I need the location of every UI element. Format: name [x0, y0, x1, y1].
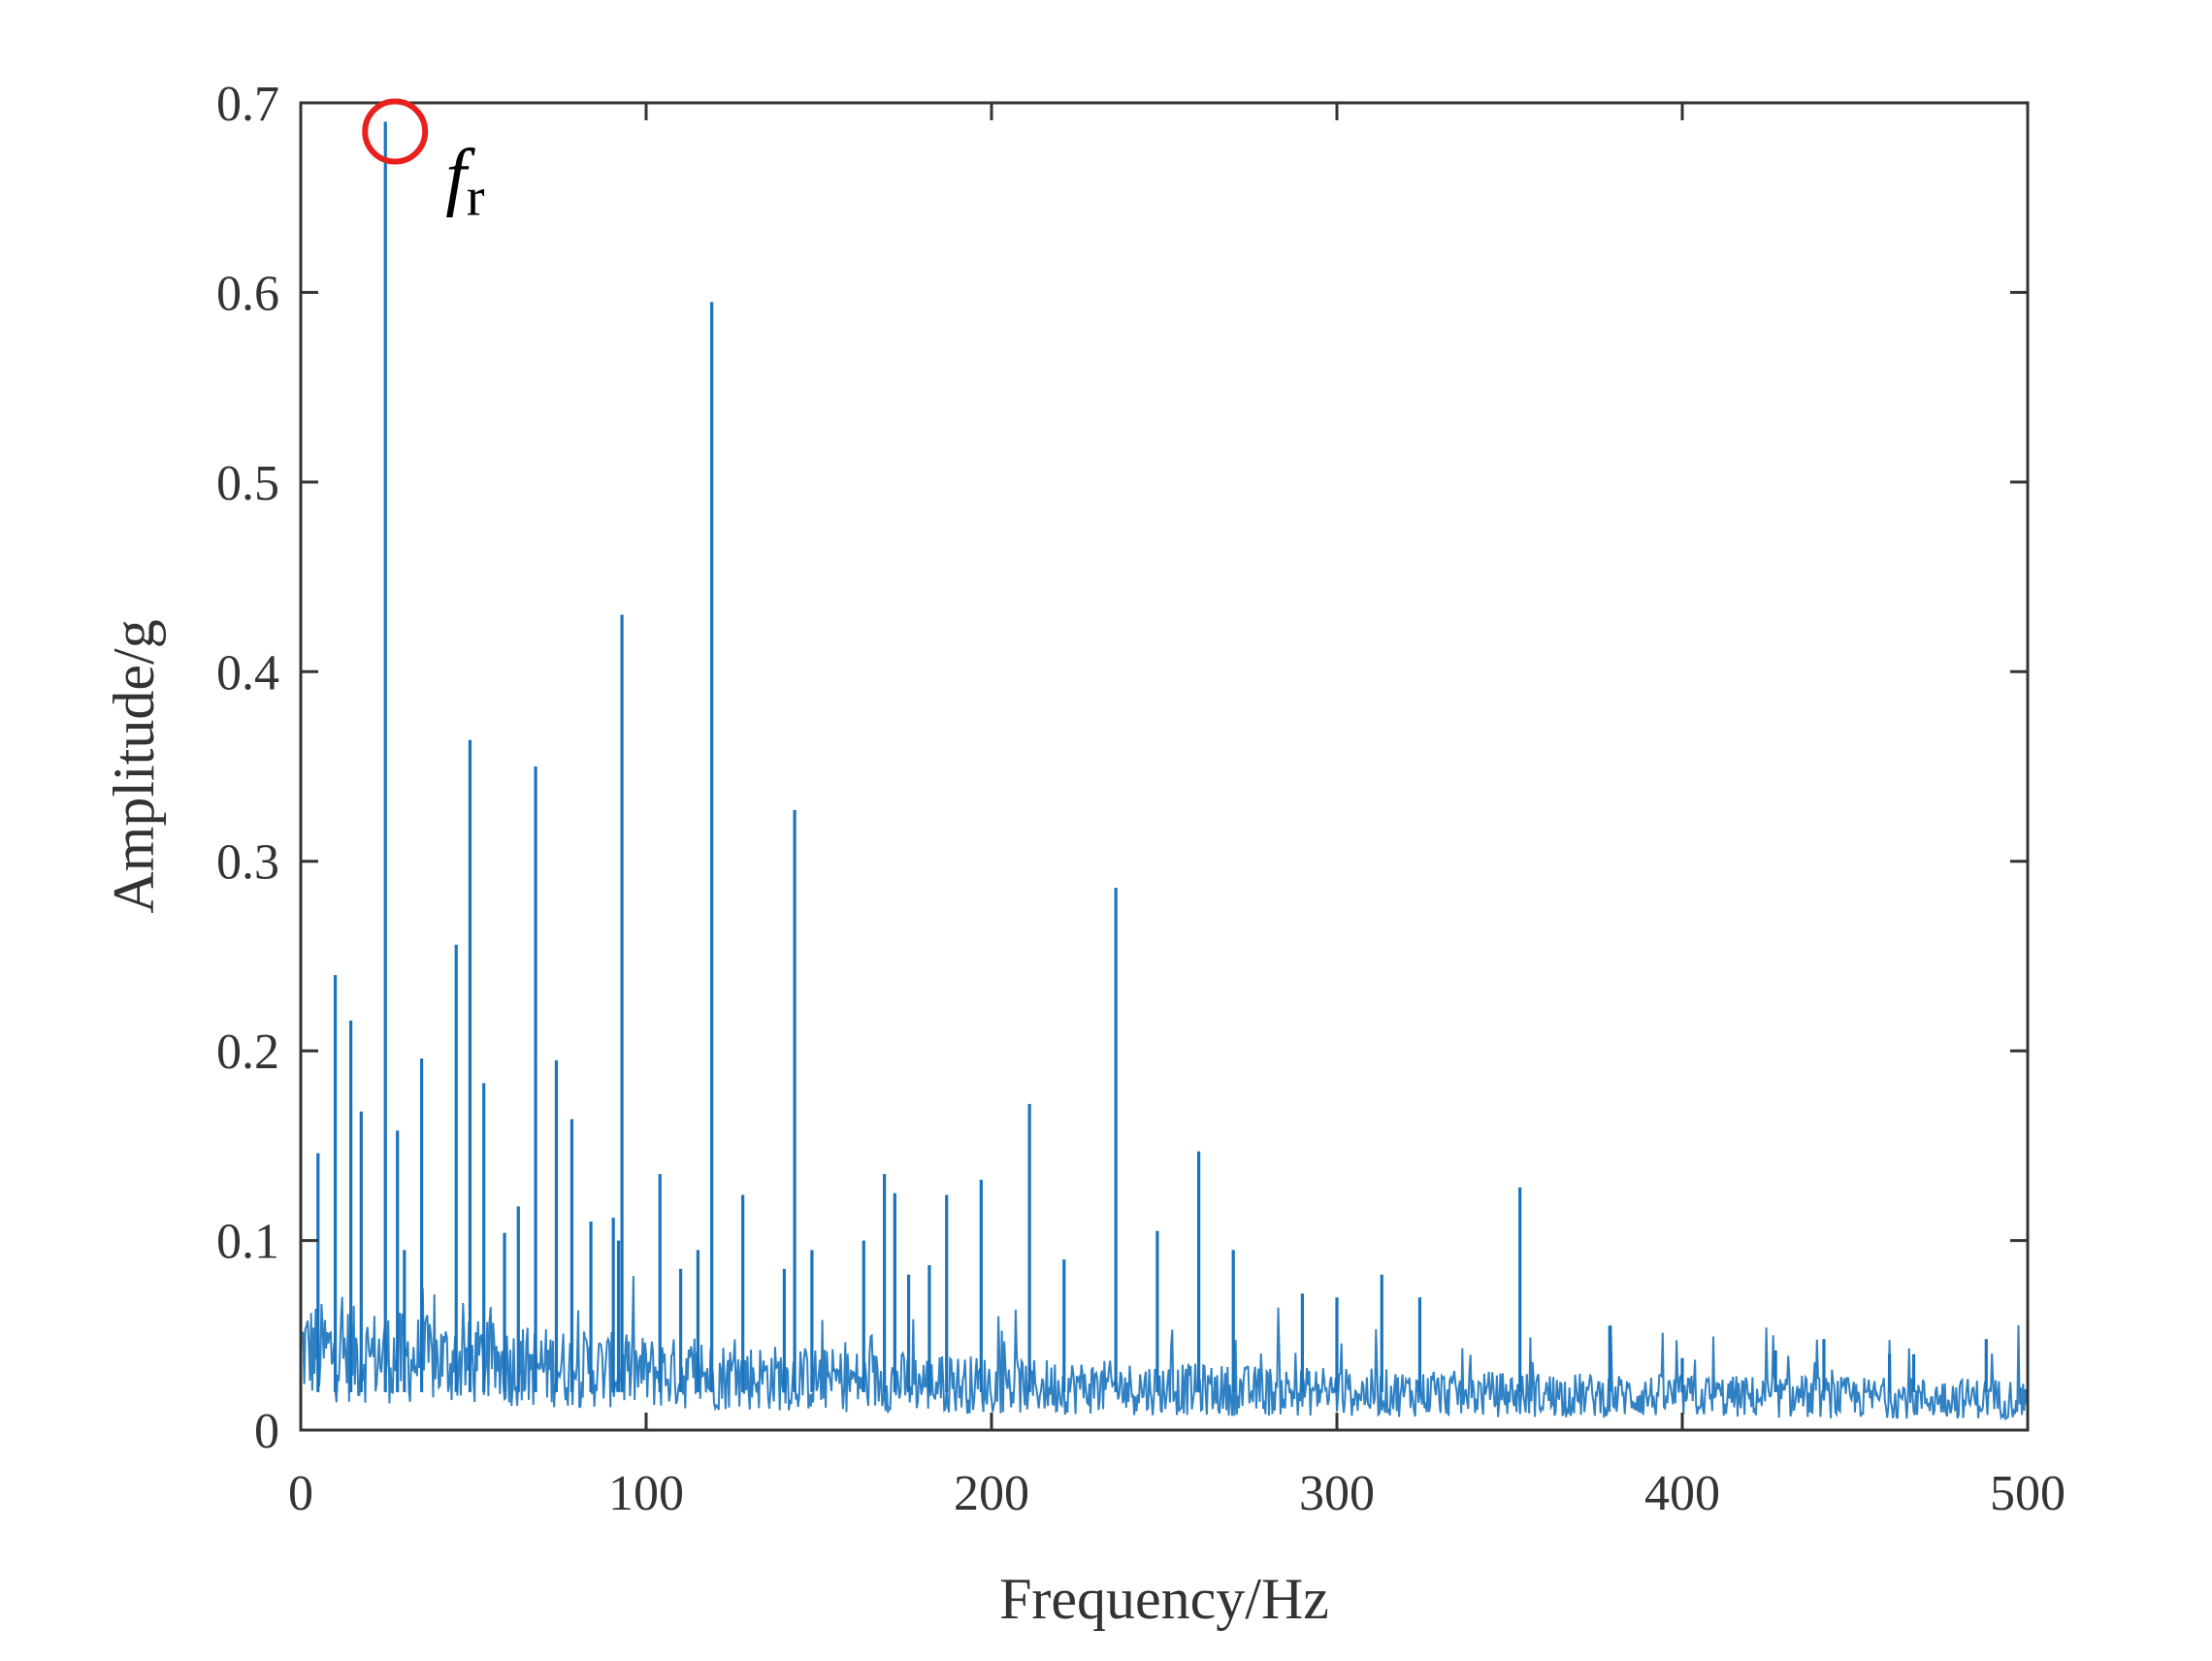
x-tick-labels: 0 100 200 300 400 500 — [288, 1466, 2066, 1521]
axes-frame — [299, 101, 2030, 1432]
x-tick-label: 300 — [1299, 1466, 1375, 1521]
y-tick-labels: 0 0.1 0.2 0.3 0.4 0.5 0.6 0.7 — [216, 77, 279, 1459]
x-tick-label: 100 — [608, 1466, 684, 1521]
x-axis-title: Frequency/Hz — [999, 1567, 1329, 1631]
spectral-peaks — [316, 121, 1988, 1392]
y-tick-label: 0.5 — [216, 456, 279, 511]
x-tick-label: 500 — [1990, 1466, 2066, 1521]
axis-ticks — [299, 101, 2030, 1432]
y-tick-label: 0.3 — [216, 835, 279, 891]
noise-floor — [300, 1275, 2029, 1421]
y-tick-label: 0.2 — [216, 1025, 279, 1080]
x-tick-label: 200 — [954, 1466, 1029, 1521]
plot-area — [300, 121, 2029, 1421]
y-tick-label: 0.7 — [216, 77, 279, 132]
y-axis-title: Amplitude/g — [102, 619, 166, 913]
y-tick-label: 0.6 — [216, 266, 279, 321]
fr-annotation: fr — [445, 134, 485, 228]
y-tick-label: 0.4 — [216, 645, 279, 700]
noise-trace — [300, 1275, 2029, 1421]
y-tick-label: 0.1 — [216, 1215, 279, 1270]
y-tick-label: 0 — [254, 1404, 279, 1459]
x-tick-label: 0 — [288, 1466, 313, 1521]
x-tick-label: 400 — [1644, 1466, 1720, 1521]
fr-annotation-sub: r — [467, 168, 485, 228]
fr-peak-marker — [362, 98, 429, 165]
